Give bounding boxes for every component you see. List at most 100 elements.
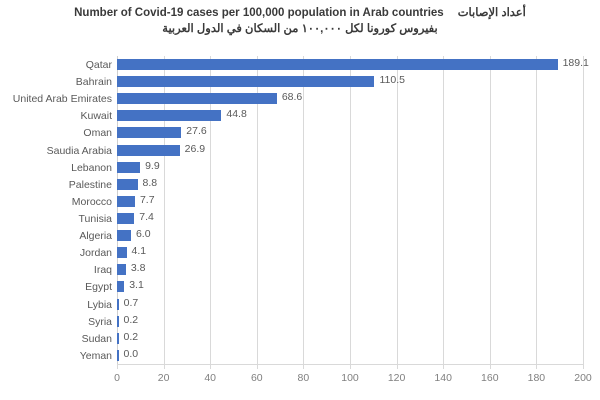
x-tick-0 — [117, 364, 118, 369]
bar-row[interactable]: 4.1 — [117, 244, 583, 261]
bar-row[interactable]: 189.1 — [117, 56, 589, 73]
x-tick-20 — [163, 364, 165, 369]
bar-row[interactable]: 0.2 — [117, 313, 583, 330]
category-label-yeman: Yeman — [79, 349, 112, 362]
bar[interactable] — [117, 349, 119, 361]
chart-subtitle-arabic: بفيروس كورونا لكل ١٠٠,٠٠٠ من السكان في ا… — [162, 23, 438, 35]
bar[interactable] — [117, 144, 180, 156]
x-tick-140 — [443, 364, 445, 369]
bar-row[interactable]: 27.6 — [117, 124, 583, 141]
x-tick-40 — [210, 364, 212, 369]
category-label-palestine: Palestine — [68, 178, 112, 191]
bar-value-label: 3.1 — [129, 279, 144, 292]
plot-area: 189.1 110.5 68.6 44.8 27.6 26.9 9.9 8.8 7.7 7.4 6.… — [117, 56, 589, 364]
category-label-kuwait: Kuwait — [80, 110, 112, 123]
bar-row[interactable]: 3.8 — [117, 261, 583, 278]
x-tick-label-160: 160 — [481, 372, 499, 384]
bar-value-label: 68.6 — [281, 91, 303, 104]
bar-value-label: 3.8 — [130, 262, 146, 275]
x-tick-label-120: 120 — [387, 372, 406, 384]
bar-row[interactable]: 7.7 — [117, 193, 583, 210]
bar-row[interactable]: 9.9 — [117, 159, 583, 176]
category-label-lybia: Lybia — [87, 298, 112, 311]
x-tick-100 — [350, 364, 351, 369]
bar[interactable] — [117, 110, 222, 122]
bar-value-label: 0.7 — [123, 296, 139, 309]
x-tick-label-0: 0 — [114, 372, 120, 384]
bar-row[interactable]: 6.0 — [117, 227, 583, 244]
bar-value-label: 44.8 — [226, 108, 247, 121]
x-tick-200 — [583, 364, 584, 369]
x-tick-180 — [536, 364, 538, 369]
bar[interactable] — [117, 230, 131, 242]
category-label-oman: Oman — [83, 127, 112, 140]
bar-value-label: 0.2 — [123, 330, 139, 343]
bar[interactable] — [117, 332, 119, 344]
x-tick-label-60: 60 — [250, 372, 263, 384]
chart-title-english: Number of Covid-19 cases per 100,000 pop… — [74, 7, 444, 19]
bar[interactable] — [117, 264, 126, 276]
x-tick-60 — [256, 364, 258, 369]
x-tick-label-140: 140 — [434, 372, 452, 384]
bar-row[interactable]: 0.0 — [117, 347, 583, 364]
bar-row[interactable]: 68.6 — [117, 90, 583, 107]
x-tick-label-100: 100 — [341, 372, 359, 384]
category-label-saudia-arabia: Saudia Arabia — [46, 144, 112, 157]
bar[interactable] — [117, 178, 138, 190]
x-tick-label-80: 80 — [297, 372, 310, 384]
bar-rows: 189.1 110.5 68.6 44.8 27.6 26.9 9.9 8.8 7.7 7.4 6.… — [117, 56, 589, 364]
bar-value-label: 6.0 — [135, 228, 151, 241]
category-label-united-arab-emirates: United Arab Emirates — [12, 93, 112, 106]
bar[interactable] — [117, 127, 182, 139]
bar-value-label: 9.9 — [145, 159, 160, 172]
chart-title-block: Number of Covid-19 cases per 100,000 pop… — [0, 6, 600, 37]
bar[interactable] — [117, 59, 558, 70]
bar-row[interactable]: 44.8 — [117, 107, 583, 124]
bar[interactable] — [117, 76, 375, 88]
bar-row[interactable]: 3.1 — [117, 278, 583, 295]
x-tick-label-180: 180 — [527, 372, 546, 384]
bar-value-label: 110.5 — [379, 74, 405, 87]
bar[interactable] — [117, 281, 125, 293]
category-label-iraq: Iraq — [93, 264, 112, 277]
bar-value-label: 27.6 — [186, 125, 207, 138]
x-tick-120 — [396, 364, 398, 369]
category-label-morocco: Morocco — [71, 195, 112, 208]
x-tick-80 — [303, 364, 305, 369]
category-label-syria: Syria — [88, 315, 112, 328]
bar[interactable] — [117, 161, 141, 173]
bar-row[interactable]: 7.4 — [117, 210, 583, 227]
x-tick-label-20: 20 — [157, 372, 170, 384]
bar[interactable] — [117, 298, 119, 310]
category-label-sudan: Sudan — [81, 332, 112, 345]
chart-title-arabic-inline: أعداد الإصابات — [457, 7, 526, 19]
category-label-jordan: Jordan — [79, 247, 112, 260]
category-label-lebanon: Lebanon — [71, 161, 112, 174]
category-label-qatar: Qatar — [85, 59, 112, 71]
bar-value-label: 0.0 — [123, 347, 139, 360]
bar-value-label: 7.4 — [139, 211, 154, 223]
bar[interactable] — [117, 93, 277, 105]
category-label-tunisia: Tunisia — [78, 213, 112, 225]
bar-row[interactable]: 26.9 — [117, 142, 583, 159]
bar[interactable] — [117, 195, 135, 207]
x-tick-label-200: 200 — [574, 372, 592, 384]
bar-value-label: 7.7 — [139, 193, 155, 206]
category-label-egypt: Egypt — [85, 281, 112, 294]
bar[interactable] — [117, 315, 119, 327]
bar-value-label: 8.8 — [142, 176, 158, 189]
bar-row[interactable]: 110.5 — [117, 73, 583, 90]
category-label-bahrain: Bahrain — [75, 76, 112, 89]
category-label-algeria: Algeria — [79, 230, 112, 243]
bar-row[interactable]: 0.7 — [117, 296, 583, 313]
gridline-200 — [583, 56, 584, 364]
x-tick-160 — [489, 364, 491, 369]
bar[interactable] — [117, 247, 127, 259]
bar-row[interactable]: 8.8 — [117, 176, 583, 193]
bar[interactable] — [117, 213, 135, 224]
chart-title-line-1: Number of Covid-19 cases per 100,000 pop… — [0, 6, 600, 21]
bar-value-label: 0.2 — [123, 313, 139, 326]
bar-value-label: 189.1 — [562, 57, 589, 69]
bar-row[interactable]: 0.2 — [117, 330, 583, 347]
